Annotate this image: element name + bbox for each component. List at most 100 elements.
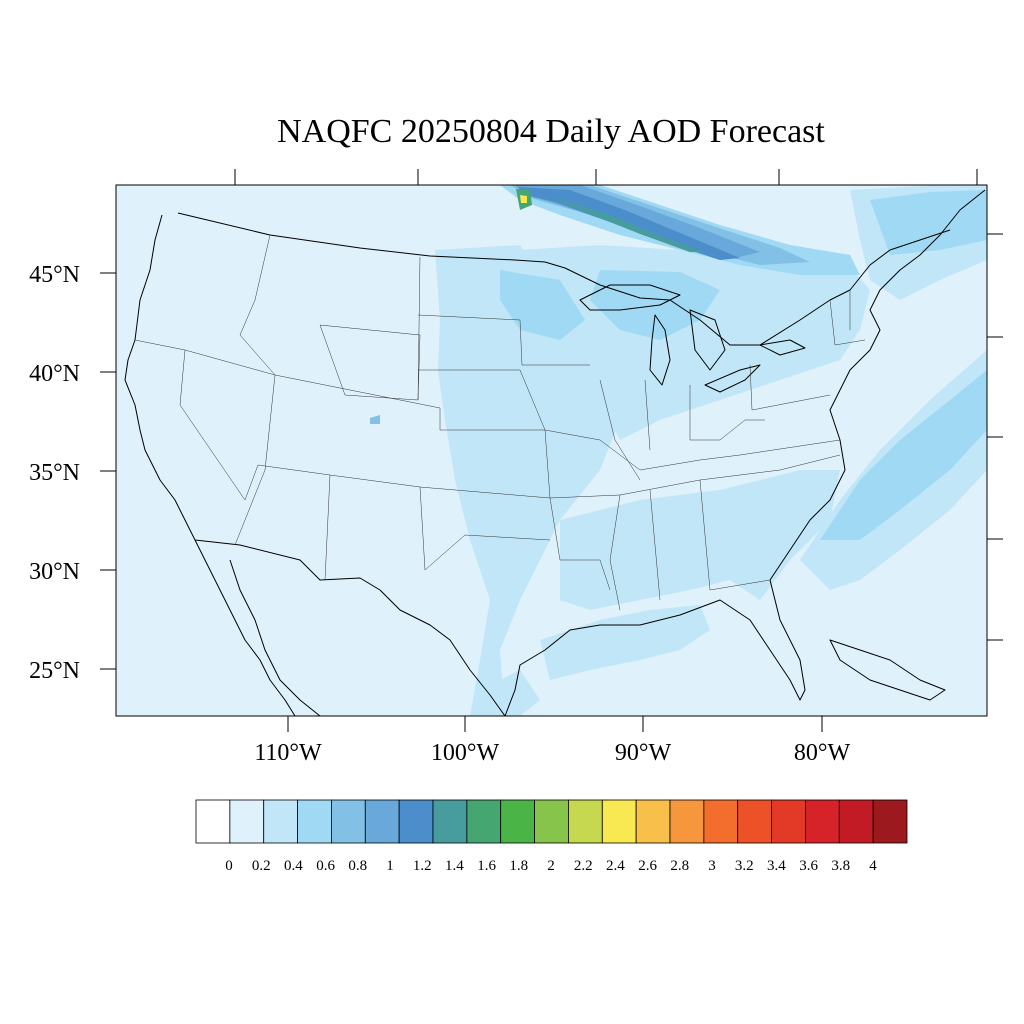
latitude-labels: 45°N 40°N 35°N 30°N 25°N xyxy=(29,262,80,684)
colorbar-label: 4 xyxy=(869,858,877,874)
colorbar-swatch xyxy=(364,799,400,844)
colorbar xyxy=(195,799,908,844)
colorbar-label: 3 xyxy=(708,858,716,874)
colorbar-swatch xyxy=(601,799,637,844)
colorbar-swatch xyxy=(703,799,739,844)
colorbar-label: 3.4 xyxy=(767,858,786,874)
lat-label: 45°N xyxy=(29,262,80,288)
colorbar-swatch xyxy=(838,799,874,844)
colorbar-swatch xyxy=(229,799,265,844)
state-line xyxy=(179,349,259,501)
state-line xyxy=(619,454,841,496)
colorbar-label: 0.2 xyxy=(252,858,271,874)
contour-gulf xyxy=(540,605,710,680)
colorbar-swatch xyxy=(195,799,231,844)
lake-ontario xyxy=(759,339,806,356)
plot-area xyxy=(116,185,987,716)
colorbar-label: 1.2 xyxy=(413,858,432,874)
state-line xyxy=(644,379,651,451)
colorbar-label: 1.4 xyxy=(445,858,464,874)
colorbar-swatch xyxy=(737,799,772,844)
lat-label: 35°N xyxy=(29,460,80,486)
lake-michigan xyxy=(649,314,671,386)
state-line xyxy=(544,429,841,471)
lat-label: 25°N xyxy=(29,658,80,684)
colorbar-label: 2 xyxy=(547,858,555,874)
colorbar-label: 0.4 xyxy=(284,858,303,874)
state-line xyxy=(549,497,611,591)
map-title: NAQFC 20250804 Daily AOD Forecast xyxy=(277,113,825,150)
colorbar-label: 2.8 xyxy=(670,858,689,874)
colorbar-swatch xyxy=(872,799,908,844)
plume-band-1-4 xyxy=(545,195,705,252)
right-ticks xyxy=(987,233,1003,641)
colorbar-swatch xyxy=(500,799,535,844)
colorbar-swatch xyxy=(635,799,671,844)
state-line xyxy=(749,364,831,411)
state-line xyxy=(599,379,641,481)
colorbar-label: 3.8 xyxy=(831,858,850,874)
state-line xyxy=(649,489,661,601)
colorbar-label: 3.2 xyxy=(735,858,754,874)
colorbar-swatch xyxy=(398,799,434,844)
colorbar-swatch xyxy=(568,799,603,844)
west-coast xyxy=(124,214,296,716)
colorbar-swatch xyxy=(669,799,705,844)
lat-label: 30°N xyxy=(29,559,80,585)
east-coast xyxy=(769,189,986,581)
colorbar-swatch xyxy=(297,799,332,844)
state-line xyxy=(829,299,866,346)
lat-label: 40°N xyxy=(29,361,80,387)
left-ticks xyxy=(100,272,116,670)
small-patch-colorado xyxy=(370,415,380,424)
state-line xyxy=(609,494,621,611)
state-line xyxy=(234,234,276,546)
colorbar-swatch xyxy=(263,799,298,844)
mexico-border xyxy=(194,539,506,716)
state-line xyxy=(417,256,421,401)
colorbar-label: 2.6 xyxy=(638,858,657,874)
colorbar-label: 3.6 xyxy=(799,858,818,874)
state-line xyxy=(257,464,551,499)
contour-texas-coast xyxy=(478,670,540,716)
contour-dakotas-mid xyxy=(500,270,585,340)
lake-huron xyxy=(689,309,726,371)
longitude-labels: 110°W 100°W 90°W 80°W xyxy=(254,740,850,766)
colorbar-labels: 0 0.2 0.4 0.6 0.8 1 1.2 1.4 1.6 1.8 2 2.2 2.4 2.6 2.8 3… xyxy=(225,858,877,874)
lon-label: 100°W xyxy=(431,740,500,766)
contour-southeast xyxy=(560,470,840,610)
contour-central-plains xyxy=(435,245,620,716)
colorbar-swatch xyxy=(805,799,840,844)
colorbar-label: 0.6 xyxy=(316,858,335,874)
colorbar-label: 2.2 xyxy=(574,858,593,874)
colorbar-swatch xyxy=(534,799,569,844)
colorbar-swatch xyxy=(466,799,502,844)
bottom-ticks xyxy=(287,716,823,732)
contour-great-lakes-mid xyxy=(590,270,720,340)
top-ticks xyxy=(234,169,978,185)
lon-label: 80°W xyxy=(794,740,851,766)
contour-quebec-mid xyxy=(870,190,987,255)
contour-atlantic-mid xyxy=(820,370,987,540)
lake-superior xyxy=(579,284,681,311)
state-line xyxy=(689,385,765,441)
state-line xyxy=(134,339,621,499)
plume-core-yellow xyxy=(520,195,527,203)
aod-contours xyxy=(370,185,987,716)
colorbar-swatch xyxy=(771,799,806,844)
coastlines-and-borders xyxy=(124,189,986,716)
colorbar-label: 1.8 xyxy=(509,858,528,874)
lon-label: 90°W xyxy=(615,740,672,766)
colorbar-swatch xyxy=(432,799,468,844)
colorbar-label: 1.6 xyxy=(477,858,496,874)
colorbar-label: 0 xyxy=(225,858,233,874)
baja-gulf-coast xyxy=(229,559,321,716)
lake-erie xyxy=(704,364,761,393)
colorbar-swatch xyxy=(331,799,366,844)
colorbar-label: 1 xyxy=(386,858,394,874)
lon-label: 110°W xyxy=(254,740,322,766)
state-line xyxy=(417,314,590,366)
gulf-coast xyxy=(504,579,806,716)
state-lines xyxy=(134,234,866,611)
